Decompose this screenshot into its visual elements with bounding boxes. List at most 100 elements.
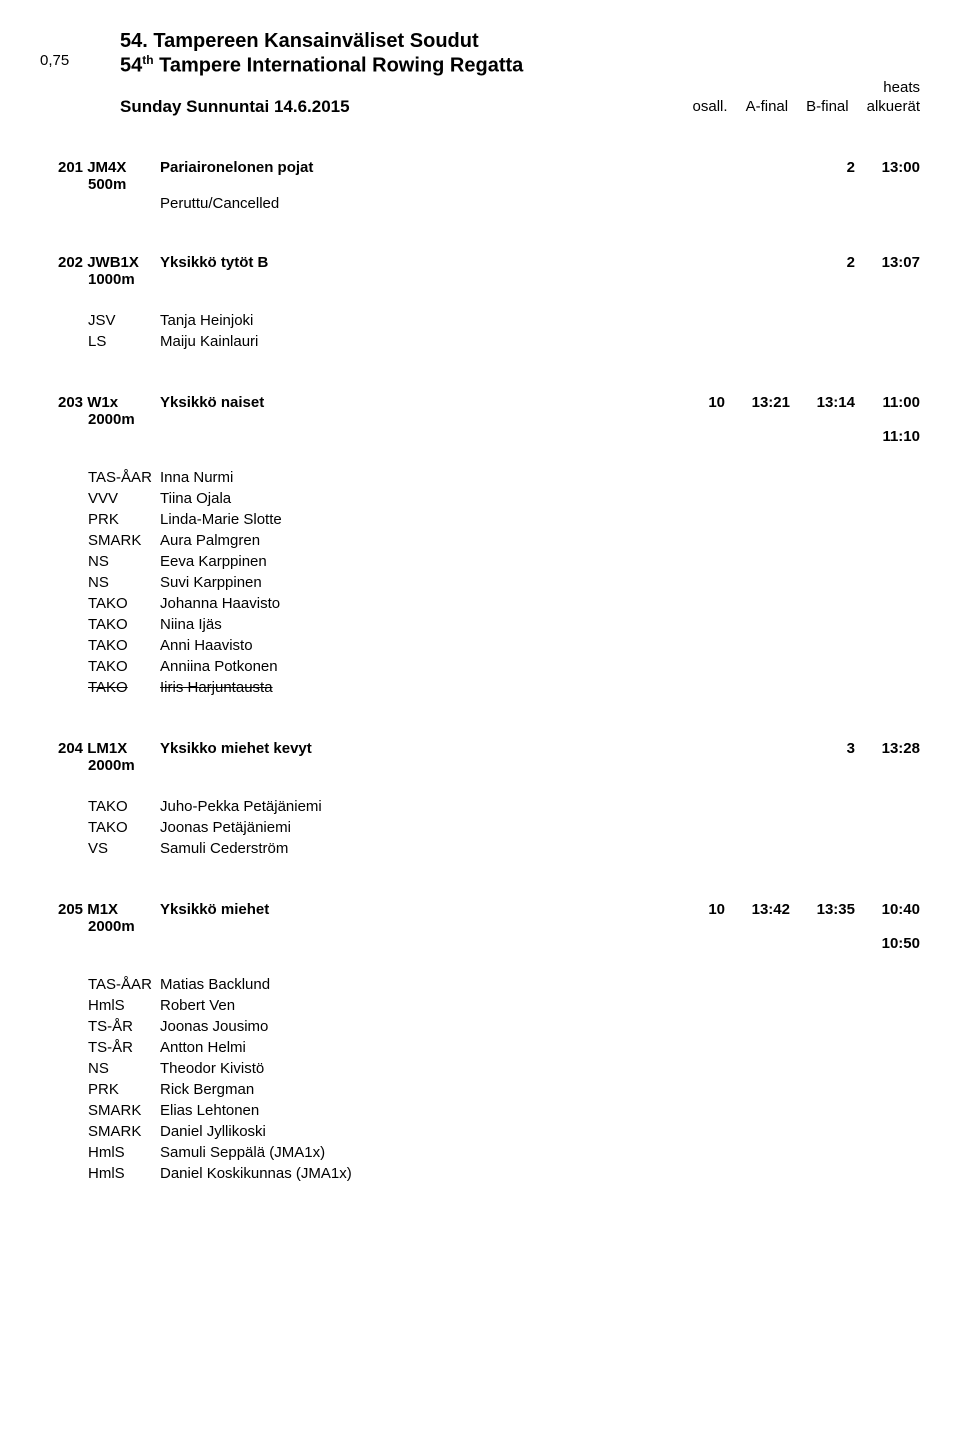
event-times: 1013:2113:1411:00 (705, 394, 920, 411)
corner-bottom-row: osall. A-final B-final alkuerät (693, 97, 920, 117)
entry-club: VVV (40, 488, 160, 509)
entry-name: Rick Bergman (160, 1079, 920, 1100)
event-header: 201 JM4X500mPariaironelonen pojat2 13:00 (40, 159, 920, 193)
corner-heats-label: heats (693, 78, 920, 98)
event-time-bfinal: 13:14 (810, 394, 855, 411)
entry-row: NSSuvi Karppinen (40, 572, 920, 593)
entry-list: JSVTanja HeinjokiLSMaiju Kainlauri (40, 310, 920, 352)
entry-name: Daniel Jyllikoski (160, 1121, 920, 1142)
entry-name: Aura Palmgren (160, 530, 920, 551)
entry-club: TAS-ÅAR (40, 974, 160, 995)
entry-club: TAKO (40, 677, 160, 698)
entry-name: Maiju Kainlauri (160, 331, 920, 352)
entry-row: VSSamuli Cederström (40, 838, 920, 859)
entry-row: SMARKElias Lehtonen (40, 1100, 920, 1121)
event-name: Yksikkö naiset (160, 394, 705, 411)
entry-club: TAKO (40, 656, 160, 677)
entry-club: TS-ÅR (40, 1016, 160, 1037)
entry-club: NS (40, 1058, 160, 1079)
entry-club: HmlS (40, 995, 160, 1016)
corner-osall-label: osall. (693, 97, 728, 117)
entry-name: Juho-Pekka Petäjäniemi (160, 796, 920, 817)
entry-row: JSVTanja Heinjoki (40, 310, 920, 331)
entry-name: Robert Ven (160, 995, 920, 1016)
entry-row: TAKOAnniina Potkonen (40, 656, 920, 677)
entry-name: Anni Haavisto (160, 635, 920, 656)
entry-name: Iiris Harjuntausta (160, 677, 920, 698)
corner-afinal-label: A-final (746, 97, 789, 117)
entry-name: Tanja Heinjoki (160, 310, 920, 331)
event-block: 201 JM4X500mPariaironelonen pojat2 13:00P… (40, 159, 920, 212)
event-number-column: 205 M1X2000m (40, 901, 160, 935)
entry-row: PRKRick Bergman (40, 1079, 920, 1100)
event-number: 205 M1X (58, 901, 160, 918)
event-header: 202 JWB1X1000mYksikkö tytöt B213:07 (40, 254, 920, 288)
entry-name: Elias Lehtonen (160, 1100, 920, 1121)
entry-row: TAKOJoonas Petäjäniemi (40, 817, 920, 838)
entry-club: NS (40, 572, 160, 593)
entry-row: TAKOJuho-Pekka Petäjäniemi (40, 796, 920, 817)
entry-row: NSEeva Karppinen (40, 551, 920, 572)
entry-club: PRK (40, 1079, 160, 1100)
entry-row: TAKOAnni Haavisto (40, 635, 920, 656)
entry-club: TS-ÅR (40, 1037, 160, 1058)
event-times: 3 13:28 (835, 740, 920, 757)
title-sub-rest: Tampere International Rowing Regatta (154, 55, 524, 77)
event-date: Sunday Sunnuntai 14.6.2015 (120, 97, 693, 117)
entry-row: HmlSSamuli Seppälä (JMA1x) (40, 1142, 920, 1163)
event-distance: 500m (58, 176, 160, 193)
entry-club: TAKO (40, 817, 160, 838)
event-distance: 1000m (58, 271, 160, 288)
entry-club: SMARK (40, 530, 160, 551)
entry-club: TAS-ÅAR (40, 467, 160, 488)
event-name: Yksikkö tytöt B (160, 254, 835, 271)
event-number-column: 201 JM4X500m (40, 159, 160, 193)
event-time-afinal: 13:21 (745, 394, 790, 411)
event-time-afinal: 13:00 (875, 159, 920, 176)
entry-name: Suvi Karppinen (160, 572, 920, 593)
entry-club: TAKO (40, 635, 160, 656)
event-count: 2 (835, 159, 855, 176)
entry-row: SMARKAura Palmgren (40, 530, 920, 551)
entry-name: Daniel Koskikunnas (JMA1x) (160, 1163, 920, 1184)
entry-row: TAKONiina Ijäs (40, 614, 920, 635)
entry-club: TAKO (40, 593, 160, 614)
entry-club: SMARK (40, 1100, 160, 1121)
margin-number: 0,75 (40, 30, 120, 69)
title-sub-ordinal: th (142, 53, 153, 67)
corner-labels: heats osall. A-final B-final alkuerät (693, 78, 920, 117)
event-distance: 2000m (58, 918, 160, 935)
event-name: Pariaironelonen pojat (160, 159, 835, 176)
title-sub: 54th Tampere International Rowing Regatt… (120, 53, 920, 78)
entry-name: Tiina Ojala (160, 488, 920, 509)
entry-club: JSV (40, 310, 160, 331)
corner-alkuerat-label: alkuerät (867, 97, 920, 117)
entry-list: TAKOJuho-Pekka PetäjäniemiTAKOJoonas Pet… (40, 796, 920, 859)
entry-club: TAKO (40, 614, 160, 635)
event-block: 203 W1x2000mYksikkö naiset1013:2113:1411… (40, 394, 920, 698)
event-time-heat: 11:00 (875, 394, 920, 411)
event-time-afinal: 13:07 (875, 254, 920, 271)
event-name: Yksikkö miehet (160, 901, 705, 918)
event-number: 201 JM4X (58, 159, 160, 176)
entry-row: LSMaiju Kainlauri (40, 331, 920, 352)
entry-name: Samuli Cederström (160, 838, 920, 859)
entry-name: Antton Helmi (160, 1037, 920, 1058)
entry-club: PRK (40, 509, 160, 530)
event-block: 204 LM1X2000mYksikko miehet kevyt313:28T… (40, 740, 920, 859)
title-sub-prefix: 54 (120, 55, 142, 77)
event-number-column: 204 LM1X2000m (40, 740, 160, 774)
entry-name: Anniina Potkonen (160, 656, 920, 677)
events-container: 201 JM4X500mPariaironelonen pojat2 13:00 P… (40, 159, 920, 1184)
event-times: 213:07 (835, 254, 920, 271)
entry-name: Inna Nurmi (160, 467, 920, 488)
entry-row: NSTheodor Kivistö (40, 1058, 920, 1079)
event-count: 3 (835, 740, 855, 757)
title-main: 54. Tampereen Kansainväliset Soudut (120, 30, 920, 53)
entry-row: TAS-ÅARInna Nurmi (40, 467, 920, 488)
entry-club: HmlS (40, 1142, 160, 1163)
event-time-afinal: 13:28 (875, 740, 920, 757)
event-number: 204 LM1X (58, 740, 160, 757)
event-time-heat-extra: 10:50 (40, 935, 920, 952)
entry-name: Eeva Karppinen (160, 551, 920, 572)
